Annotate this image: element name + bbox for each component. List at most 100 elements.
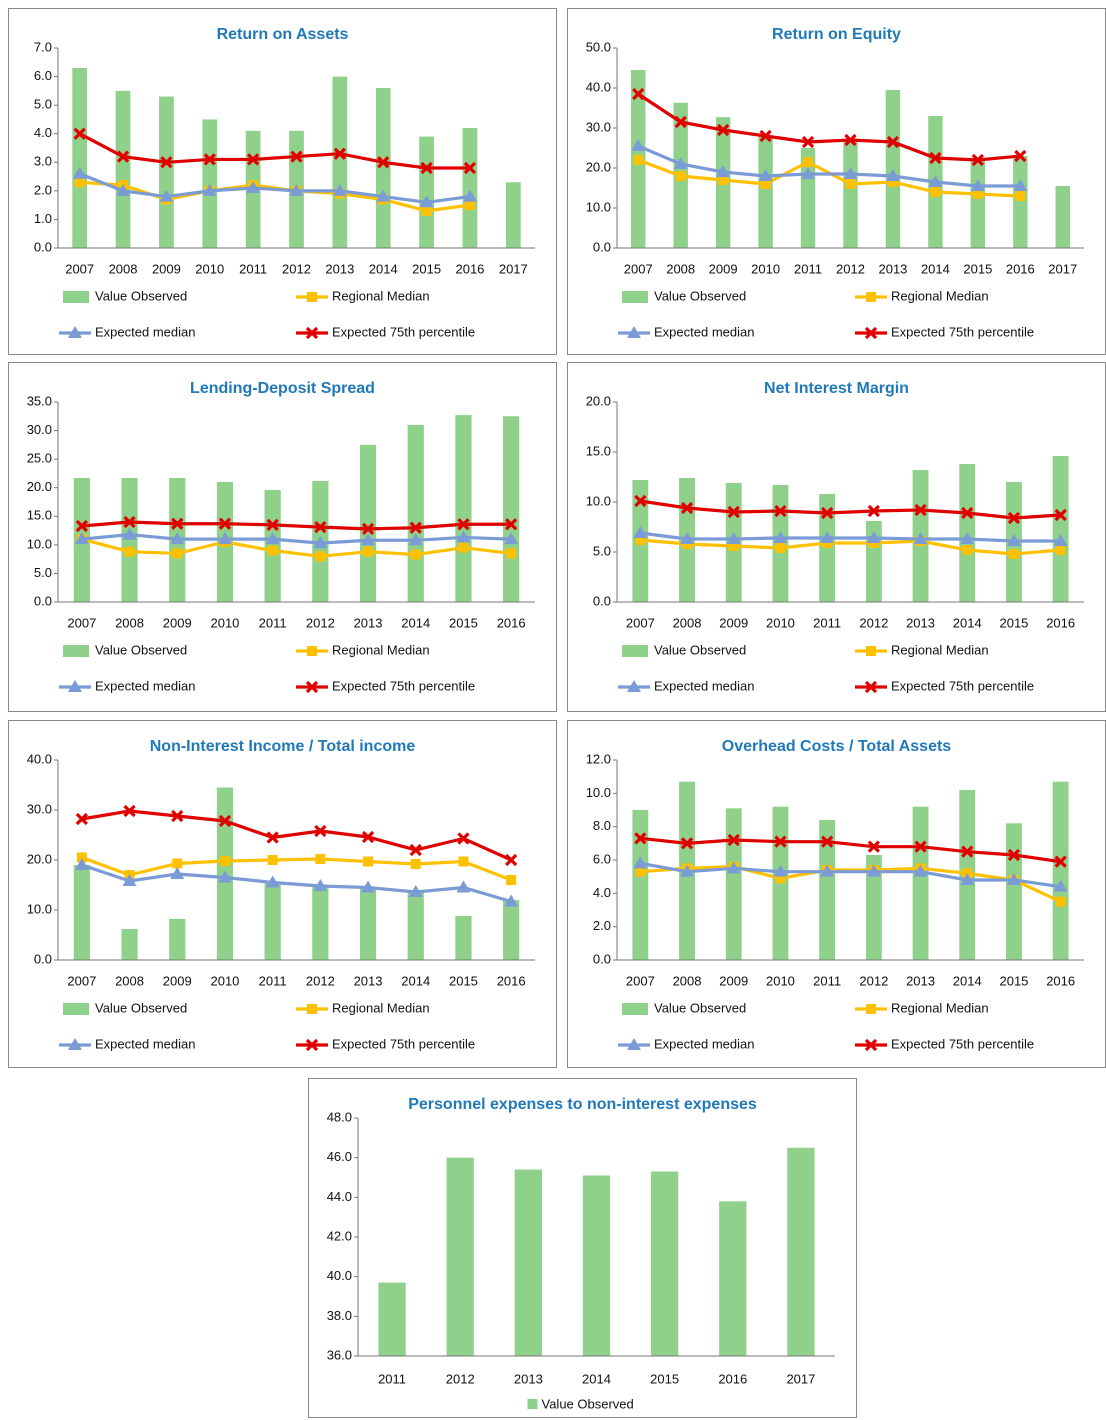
legend-marker	[627, 326, 641, 338]
x-tick-label: 2011	[239, 261, 267, 276]
marker	[758, 169, 773, 181]
bar	[359, 887, 377, 960]
series-line	[81, 520, 512, 531]
legend-label: Expected median	[654, 1036, 754, 1051]
marker	[160, 156, 173, 169]
legend-swatch	[527, 1399, 538, 1409]
x-tick-label: 2013	[906, 615, 935, 630]
x-tick-label: 2011	[813, 973, 841, 988]
legend-label: Value Observed	[542, 1396, 634, 1411]
legend-swatch	[63, 1003, 89, 1015]
y-tick-label: 0.0	[34, 951, 52, 966]
marker	[124, 546, 135, 557]
legend-label: Expected 75th percentile	[332, 324, 475, 339]
x-tick-label: 2012	[306, 973, 335, 988]
marker	[680, 837, 694, 850]
x-tick-label: 2010	[751, 261, 780, 276]
marker	[717, 123, 730, 137]
bar	[503, 416, 520, 602]
bar	[772, 806, 789, 960]
bar	[202, 119, 218, 248]
marker	[633, 856, 648, 869]
legend-swatch	[63, 645, 89, 657]
marker	[1014, 149, 1027, 163]
legend-label: Expected 75th percentile	[891, 678, 1034, 693]
bar	[651, 1171, 679, 1356]
chart-title: Overhead Costs / Total Assets	[722, 738, 952, 755]
x-tick-label: 2015	[412, 261, 441, 276]
marker	[203, 153, 216, 166]
legend-marker	[307, 1004, 317, 1014]
y-tick-label: 0.0	[34, 593, 52, 608]
marker	[867, 504, 880, 518]
x-tick-label: 2016	[497, 615, 526, 630]
marker	[74, 858, 89, 870]
marker	[457, 832, 470, 845]
marker	[361, 533, 376, 546]
marker	[202, 183, 217, 196]
y-tick-label: 5.0	[34, 565, 52, 580]
bar	[121, 929, 138, 960]
marker	[314, 824, 327, 838]
marker	[774, 504, 787, 518]
series-line	[637, 144, 1021, 188]
series-line	[79, 172, 471, 204]
y-tick-label: 0.0	[593, 593, 611, 608]
bar	[582, 1175, 611, 1356]
x-tick-label: 2009	[709, 261, 738, 276]
y-tick-label: 4.0	[34, 125, 52, 140]
marker	[728, 541, 739, 551]
series-line	[78, 132, 470, 170]
marker	[74, 177, 85, 188]
marker	[171, 809, 184, 823]
bar	[725, 808, 742, 960]
series-line	[640, 531, 1061, 543]
marker	[408, 533, 423, 546]
x-tick-label: 2017	[786, 1371, 815, 1386]
x-tick-label: 2012	[306, 615, 335, 630]
legend-marker	[305, 1038, 319, 1052]
marker	[506, 875, 517, 885]
x-tick-label: 2008	[115, 615, 144, 630]
marker	[843, 167, 858, 179]
marker	[886, 135, 900, 149]
marker	[1006, 873, 1021, 885]
y-tick-label: 48.0	[327, 1109, 352, 1124]
x-tick-label: 2013	[514, 1371, 543, 1386]
x-tick-label: 2007	[626, 615, 655, 630]
marker	[929, 151, 942, 165]
marker	[457, 518, 470, 531]
series-line	[81, 537, 512, 558]
marker	[1006, 534, 1021, 546]
marker	[159, 189, 174, 202]
legend-marker	[864, 1038, 878, 1052]
legend-label: Regional Median	[891, 288, 989, 303]
marker	[634, 494, 647, 508]
marker	[172, 858, 183, 869]
marker	[820, 864, 835, 877]
y-tick-label: 44.0	[327, 1189, 352, 1204]
marker	[634, 832, 647, 845]
marker	[972, 189, 983, 199]
panel-border	[308, 1078, 857, 1418]
bar	[446, 1157, 474, 1356]
bar	[970, 158, 986, 248]
x-tick-label: 2009	[163, 615, 192, 630]
bar	[455, 916, 472, 960]
marker	[74, 532, 89, 545]
legend-marker	[866, 292, 876, 302]
x-tick-label: 2014	[953, 973, 982, 988]
marker	[363, 856, 374, 867]
marker	[410, 859, 421, 869]
marker	[928, 175, 943, 187]
marker	[170, 867, 185, 879]
series-line	[81, 532, 512, 545]
y-tick-label: 10.0	[586, 785, 611, 800]
marker	[419, 195, 434, 208]
bar	[819, 820, 836, 960]
marker	[219, 856, 230, 866]
bar	[632, 810, 649, 960]
bar	[72, 68, 88, 248]
x-tick-label: 2009	[719, 973, 748, 988]
